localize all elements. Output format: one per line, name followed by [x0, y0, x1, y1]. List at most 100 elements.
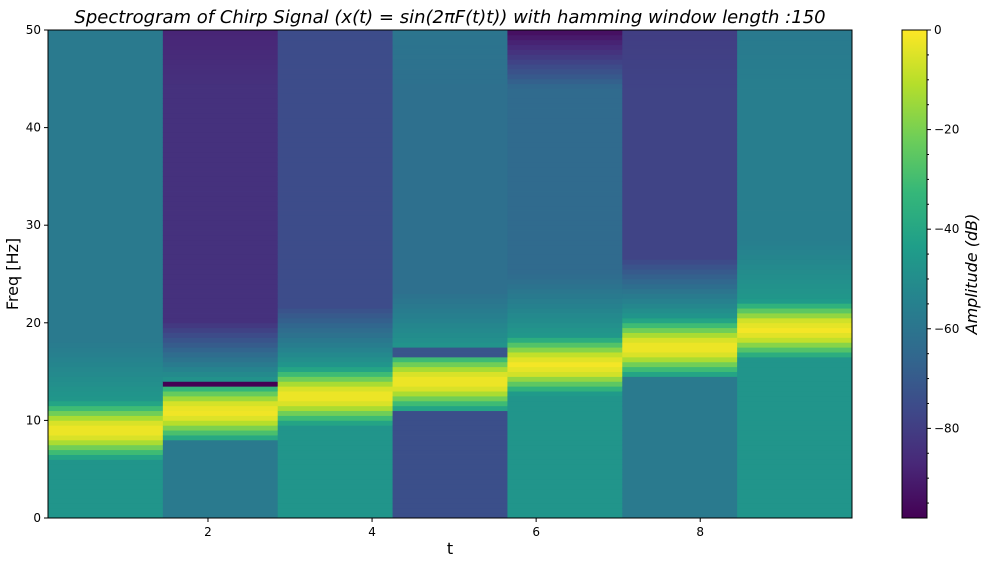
heatmap-cell: [507, 269, 623, 275]
heatmap-cell: [162, 513, 279, 519]
heatmap-cell: [622, 342, 738, 348]
heatmap-cell: [737, 493, 853, 499]
heatmap-cell: [48, 313, 164, 319]
heatmap-cell: [162, 93, 279, 99]
y-tick-label: 10: [26, 413, 41, 427]
heatmap-cell: [392, 274, 508, 280]
heatmap-cell: [48, 435, 164, 441]
heatmap-cell: [507, 293, 623, 299]
heatmap-cell: [507, 225, 623, 231]
heatmap-cell: [48, 283, 164, 290]
spectrogram-heatmap: [48, 30, 853, 519]
heatmap-cell: [162, 103, 279, 109]
heatmap-cell: [48, 347, 164, 353]
heatmap-cell: [622, 264, 738, 270]
heatmap-cell: [392, 239, 508, 246]
heatmap-cell: [737, 137, 853, 143]
heatmap-cell: [507, 308, 623, 314]
heatmap-cell: [48, 498, 164, 504]
y-axis-label: Freq [Hz]: [3, 238, 22, 310]
heatmap-cell: [507, 376, 623, 382]
heatmap-cell: [737, 337, 853, 343]
heatmap-cell: [622, 469, 738, 475]
heatmap-cell: [48, 122, 164, 128]
heatmap-cell: [737, 210, 853, 216]
heatmap-cell: [48, 83, 164, 89]
heatmap-cell: [277, 147, 393, 153]
heatmap-cell: [162, 430, 279, 436]
heatmap-cell: [507, 54, 623, 60]
heatmap-cell: [277, 249, 393, 255]
heatmap-cell: [277, 117, 393, 124]
heatmap-cell: [277, 483, 393, 490]
heatmap-cell: [162, 478, 279, 485]
heatmap-cell: [737, 498, 853, 504]
heatmap-cell: [48, 469, 164, 475]
heatmap-cell: [48, 69, 164, 75]
heatmap-cell: [48, 117, 164, 124]
heatmap-cell: [277, 78, 393, 85]
heatmap-cell: [48, 444, 164, 451]
heatmap-cell: [48, 103, 164, 109]
heatmap-cell: [162, 244, 279, 250]
heatmap-cell: [48, 181, 164, 187]
heatmap-cell: [392, 503, 508, 509]
heatmap-cell: [622, 483, 738, 490]
heatmap-cell: [48, 112, 164, 119]
heatmap-cell: [48, 39, 164, 46]
heatmap-cell: [622, 430, 738, 436]
heatmap-cell: [48, 259, 164, 265]
heatmap-cell: [392, 483, 508, 490]
heatmap-cell: [507, 132, 623, 138]
heatmap-cell: [507, 396, 623, 402]
heatmap-cell: [507, 469, 623, 475]
heatmap-cell: [162, 342, 279, 348]
heatmap-cell: [507, 327, 623, 333]
heatmap-cell: [277, 264, 393, 270]
heatmap-cell: [622, 166, 738, 172]
heatmap-cell: [507, 464, 623, 470]
plot-frame: [47, 29, 853, 519]
heatmap-cell: [622, 371, 738, 377]
heatmap-cell: [48, 210, 164, 216]
heatmap-cell: [737, 112, 853, 119]
heatmap-cell: [277, 205, 393, 211]
heatmap-cell: [48, 132, 164, 138]
heatmap-cell: [277, 274, 393, 280]
heatmap-cell: [162, 59, 279, 65]
colorbar-tick-label: −60: [934, 322, 959, 336]
heatmap-cell: [737, 205, 853, 211]
heatmap-cell: [392, 376, 508, 382]
heatmap-cell: [737, 142, 853, 148]
heatmap-cell: [277, 435, 393, 441]
heatmap-cell: [392, 449, 508, 455]
heatmap-cell: [277, 220, 393, 226]
heatmap-cell: [622, 293, 738, 299]
heatmap-cell: [162, 64, 279, 70]
heatmap-cell: [507, 264, 623, 270]
heatmap-cell: [622, 508, 738, 514]
heatmap-cell: [507, 439, 623, 446]
heatmap-cell: [737, 44, 853, 50]
heatmap-cell: [162, 176, 279, 182]
heatmap-cell: [737, 459, 853, 465]
heatmap-cell: [277, 391, 393, 397]
heatmap-cell: [277, 415, 393, 421]
heatmap-cell: [737, 366, 853, 372]
heatmap-cell: [737, 361, 853, 368]
heatmap-cell: [737, 430, 853, 436]
heatmap-cell: [622, 122, 738, 128]
heatmap-cell: [277, 73, 393, 80]
heatmap-cell: [48, 98, 164, 104]
heatmap-cell: [507, 317, 623, 324]
heatmap-cell: [392, 54, 508, 60]
heatmap-cell: [162, 293, 279, 299]
heatmap-cell: [277, 176, 393, 182]
heatmap-cell: [162, 464, 279, 470]
heatmap-cell: [507, 430, 623, 436]
heatmap-cell: [277, 49, 393, 55]
heatmap-cell: [737, 478, 853, 485]
heatmap-cell: [622, 449, 738, 455]
heatmap-cell: [737, 425, 853, 431]
heatmap-cell: [48, 156, 164, 163]
